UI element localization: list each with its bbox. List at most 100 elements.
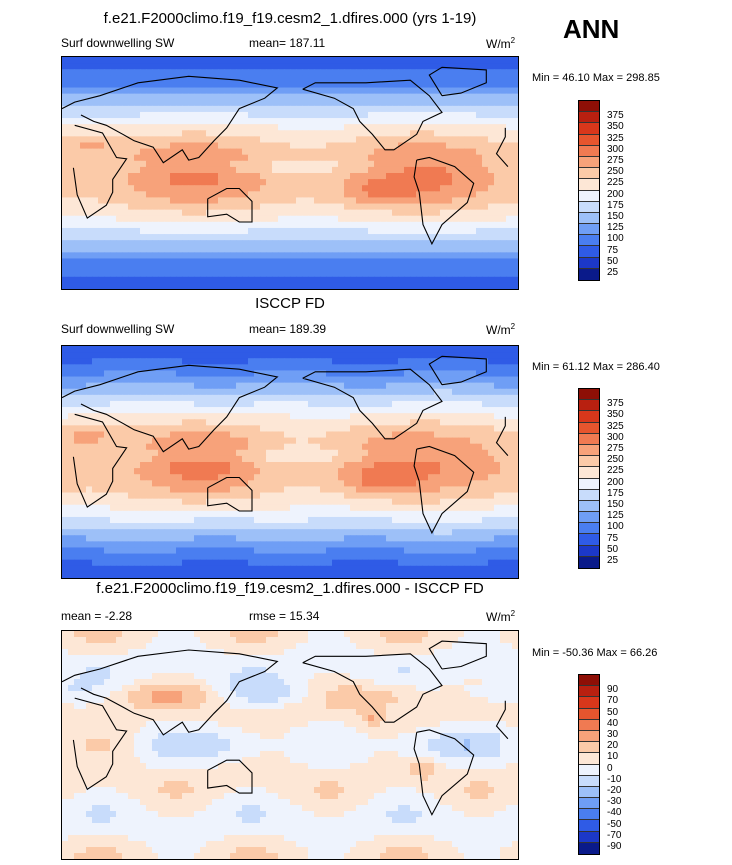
map-cell <box>248 173 255 180</box>
map-cell <box>86 474 93 481</box>
map-cell <box>182 352 189 359</box>
map-cell <box>80 388 87 396</box>
map-cell <box>242 431 249 439</box>
map-cell <box>452 276 459 284</box>
map-cell <box>104 264 111 272</box>
map-cell <box>248 437 255 445</box>
map-cell <box>458 419 465 426</box>
map-cell <box>332 492 339 500</box>
map-cell <box>230 376 237 384</box>
map-cell <box>116 394 123 402</box>
map-cell <box>206 480 213 488</box>
map-cell <box>398 63 405 70</box>
map-cell <box>458 124 465 131</box>
map-cell <box>368 431 375 439</box>
map-cell <box>494 227 501 235</box>
map-cell <box>176 69 183 76</box>
map-cell <box>308 240 315 247</box>
map-cell <box>500 105 507 113</box>
map-cell <box>512 166 518 174</box>
map-cell <box>242 75 249 83</box>
map-cell <box>218 81 225 89</box>
map-cell <box>92 394 99 402</box>
map-cell <box>494 130 501 137</box>
map-cell <box>74 111 81 119</box>
map-cell <box>182 258 189 266</box>
map-cell <box>98 130 105 137</box>
map-cell <box>512 388 518 396</box>
map-cell <box>74 87 81 95</box>
map-cell <box>254 364 261 372</box>
map-cell <box>506 425 513 433</box>
map-cell <box>308 462 315 469</box>
colorbar-cell <box>579 123 599 135</box>
map-cell <box>452 358 459 365</box>
map-cell <box>338 282 345 289</box>
map-cell <box>302 185 309 192</box>
map-cell <box>458 215 465 223</box>
map-cell <box>218 455 225 463</box>
map-cell <box>164 407 171 414</box>
map-cell <box>380 504 387 512</box>
map-cell <box>74 264 81 272</box>
map-cell <box>158 370 165 378</box>
map-cell <box>326 431 333 439</box>
map-cell <box>326 425 333 433</box>
map-cell <box>314 431 321 439</box>
map-cell <box>134 252 141 260</box>
map-cell <box>422 382 429 390</box>
map-cell <box>98 81 105 89</box>
map-cell <box>140 154 147 162</box>
map-cell <box>74 130 81 137</box>
map-cell <box>140 57 147 64</box>
map-cell <box>338 227 345 235</box>
map-cell <box>236 57 243 64</box>
map-cell <box>296 75 303 83</box>
map-cell <box>134 63 141 70</box>
map-cell <box>308 413 315 420</box>
map-cell <box>146 118 153 125</box>
map-cell <box>188 455 195 463</box>
map-cell <box>290 443 297 451</box>
map-cell <box>368 492 375 500</box>
map-cell <box>500 203 507 211</box>
map-cell <box>302 492 309 500</box>
map-cell <box>476 449 483 457</box>
map-cell <box>272 252 279 260</box>
map-cell <box>416 462 423 469</box>
map-cell <box>122 209 129 217</box>
map-cell <box>308 264 315 272</box>
map-cell <box>152 179 159 186</box>
map-cell <box>362 240 369 247</box>
map-cell <box>86 413 93 420</box>
map-cell <box>92 215 99 223</box>
map-cell <box>122 57 129 64</box>
map-cell <box>440 69 447 76</box>
map-cell <box>230 63 237 70</box>
map-cell <box>308 185 315 192</box>
map-cell <box>452 462 459 469</box>
map-cell <box>470 124 477 131</box>
map-cell <box>362 246 369 253</box>
map-cell <box>104 376 111 384</box>
map-cell <box>98 358 105 365</box>
map-cell <box>290 203 297 211</box>
map-cell <box>206 437 213 445</box>
map-cell <box>422 118 429 125</box>
map-cell <box>464 370 471 378</box>
map-cell <box>68 75 75 83</box>
map-cell <box>182 437 189 445</box>
map-cell <box>362 69 369 76</box>
map-cell <box>320 258 327 266</box>
map-cell <box>236 227 243 235</box>
map-cell <box>86 462 93 469</box>
map-cell <box>362 468 369 475</box>
map-cell <box>350 504 357 512</box>
map-cell <box>320 370 327 378</box>
map-cell <box>470 81 477 89</box>
map-cell <box>302 468 309 475</box>
map-cell <box>422 474 429 481</box>
map-cell <box>404 282 411 289</box>
map-cell <box>368 358 375 365</box>
map-cell <box>110 99 117 107</box>
